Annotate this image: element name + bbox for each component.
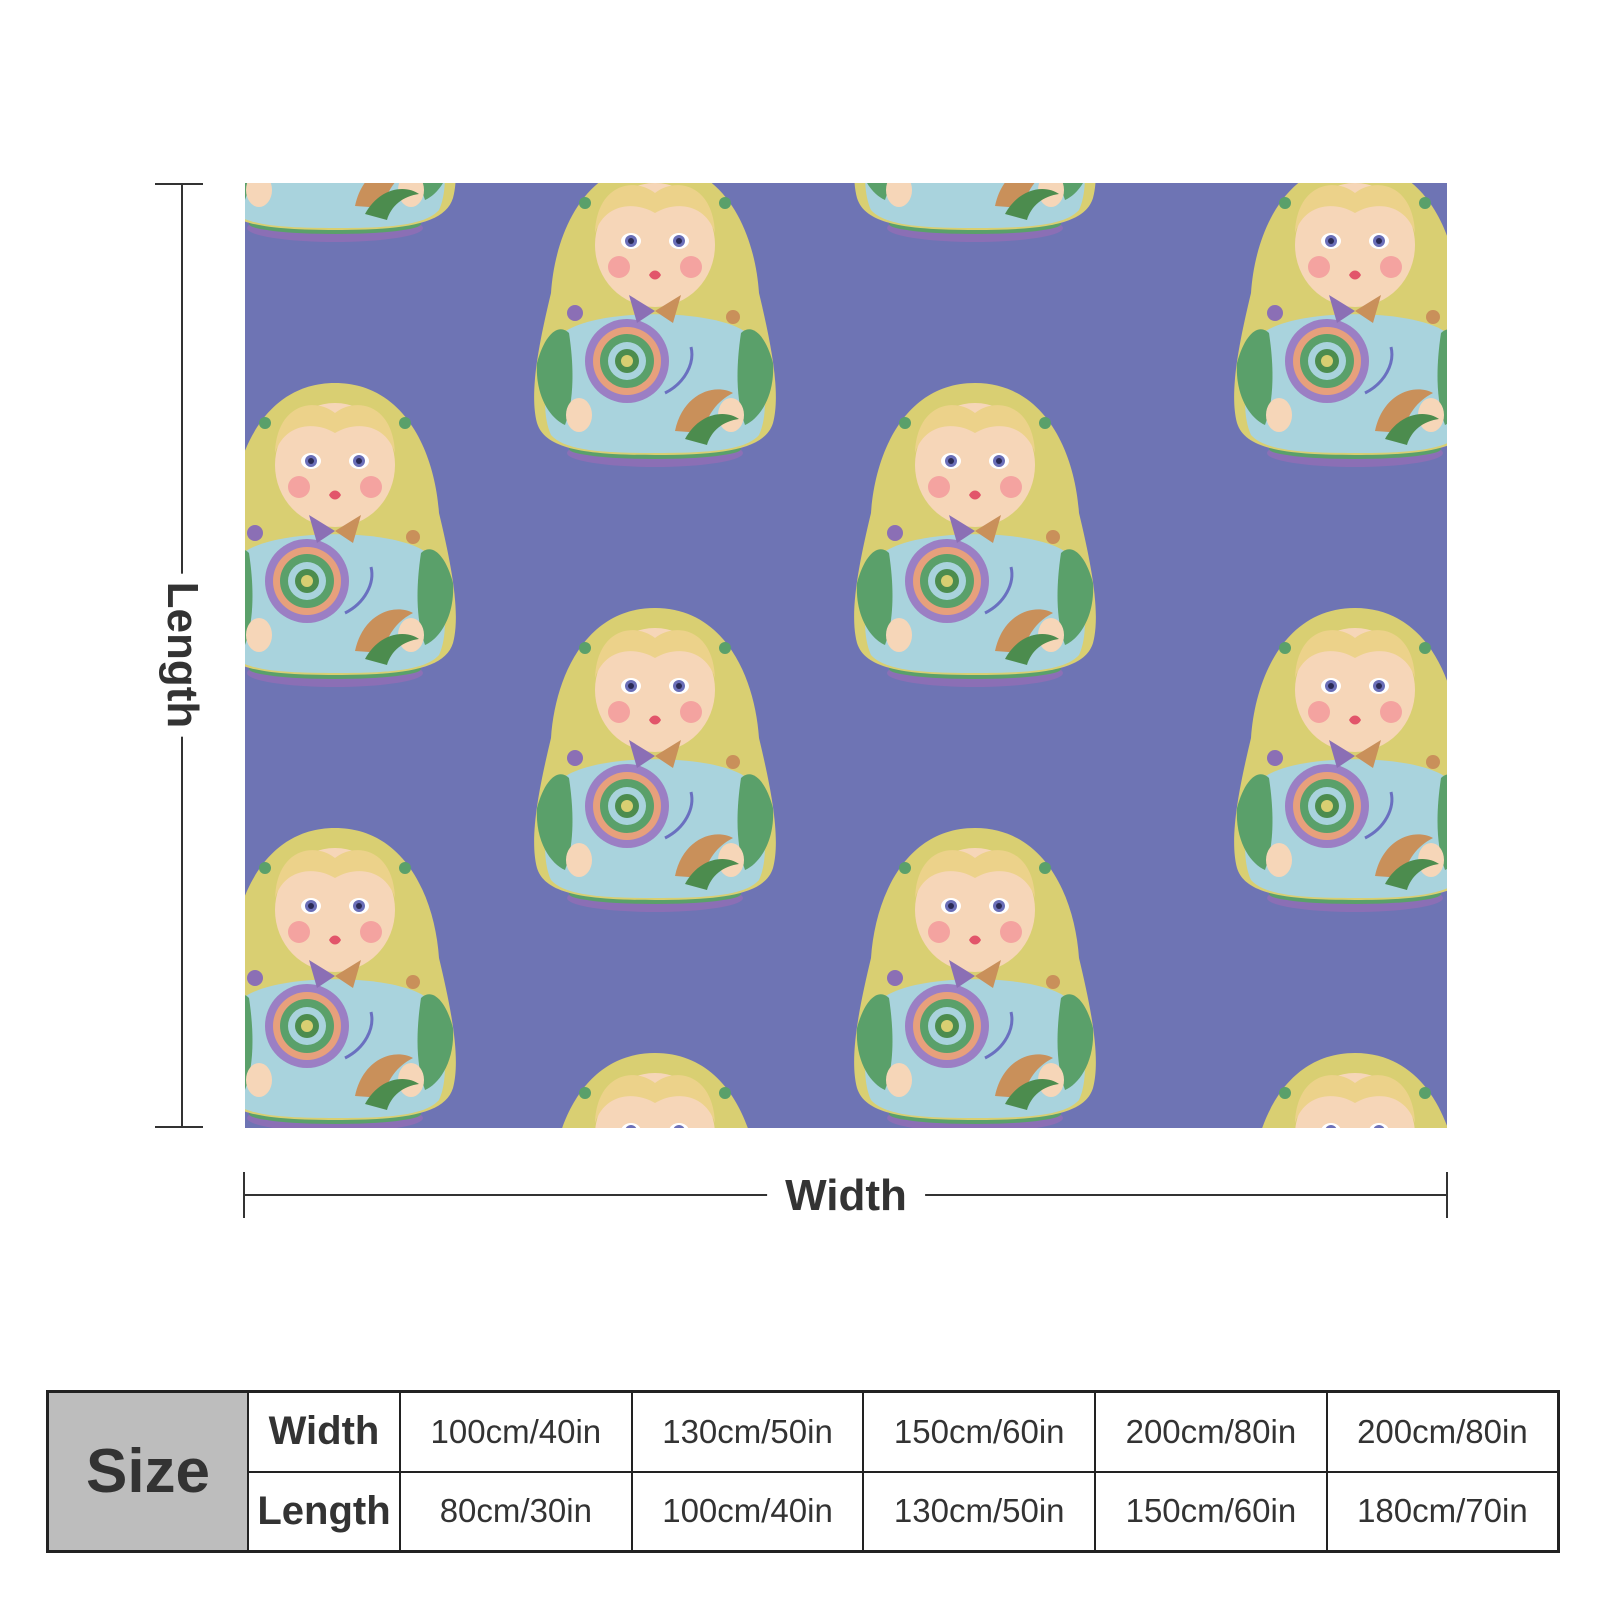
length-line-top-cap (155, 183, 203, 185)
length-label: Length (158, 573, 207, 737)
row-label-width: Width (247, 1390, 401, 1473)
width-value: 130cm/50in (630, 1390, 865, 1473)
length-value: 80cm/30in (399, 1470, 633, 1553)
width-value: 200cm/80in (1325, 1390, 1560, 1473)
size-row-length: Length 80cm/30in 100cm/40in 130cm/50in 1… (48, 1470, 1560, 1553)
length-value: 100cm/40in (630, 1470, 865, 1553)
width-line-right-cap (1446, 1172, 1448, 1218)
size-table: Size Width 100cm/40in 130cm/50in 150cm/6… (46, 1390, 1560, 1553)
matryoshka-doll (532, 183, 778, 469)
blanket-image (245, 183, 1447, 1128)
row-label-length: Length (247, 1470, 401, 1553)
size-row-width: Size Width 100cm/40in 130cm/50in 150cm/6… (46, 1390, 1560, 1553)
width-value: 100cm/40in (399, 1390, 633, 1473)
length-value: 130cm/50in (862, 1470, 1097, 1553)
length-value: 150cm/60in (1094, 1470, 1328, 1553)
length-line-bottom-cap (155, 1126, 203, 1128)
width-value: 200cm/80in (1094, 1390, 1328, 1473)
length-value: 180cm/70in (1325, 1470, 1560, 1553)
width-label: Width (767, 1174, 925, 1218)
size-header: Size (46, 1390, 249, 1553)
width-value: 150cm/60in (862, 1390, 1097, 1473)
